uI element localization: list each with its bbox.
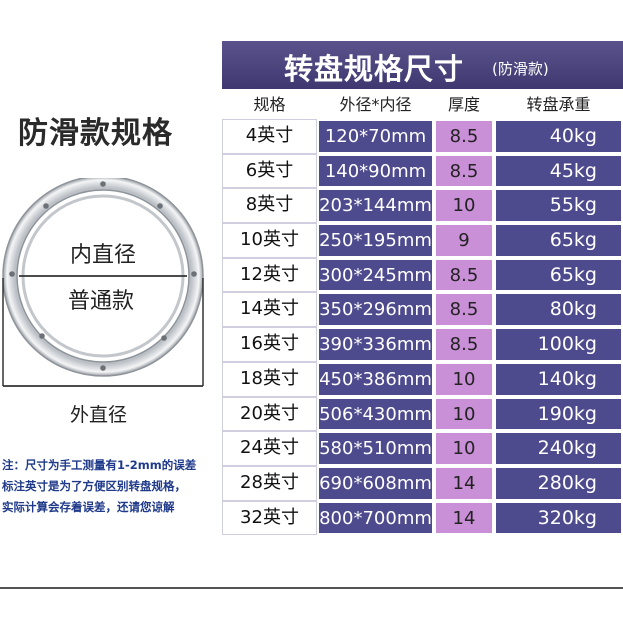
cell-spec: 24英寸 [222, 431, 317, 466]
table-row: 28英寸 690*608mm 14 280kg [222, 465, 623, 501]
cell-load: 65kg [494, 257, 623, 293]
table-row: 6英寸 140*90mm 8.5 45kg [222, 153, 623, 189]
cell-thickness: 10 [434, 396, 494, 432]
cell-spec: 28英寸 [222, 465, 317, 501]
table-body: 4英寸 120*70mm 8.5 40kg 6英寸 140*90mm 8.5 45kg 8英寸 2… [222, 119, 623, 536]
cell-thickness: 8.5 [434, 119, 494, 154]
cell-spec: 14英寸 [222, 292, 317, 328]
cell-diameter: 580*510mm [317, 431, 434, 466]
cell-diameter: 203*144mm [317, 188, 434, 224]
cell-load: 140kg [494, 361, 623, 397]
cell-spec: 16英寸 [222, 327, 317, 362]
table-row: 32英寸 800*700mm 14 320kg [222, 500, 623, 536]
col-header-load: 转盘承重 [494, 89, 623, 119]
table-row: 18英寸 450*386mm 10 140kg [222, 361, 623, 397]
screw-holes [9, 181, 197, 371]
cell-load: 190kg [494, 396, 623, 432]
cell-load: 280kg [494, 465, 623, 501]
cell-thickness: 8.5 [434, 257, 494, 293]
inner-diameter-label: 内直径 [70, 243, 137, 268]
cell-thickness: 10 [434, 361, 494, 397]
cell-diameter: 350*296mm [317, 292, 434, 328]
cell-thickness: 8.5 [434, 153, 494, 189]
turntable-ring-diagram [2, 178, 204, 387]
cell-diameter: 800*700mm [317, 500, 434, 536]
table-row: 4英寸 120*70mm 8.5 40kg [222, 119, 623, 154]
table-row: 20英寸 506*430mm 10 190kg [222, 396, 623, 432]
cell-spec: 6英寸 [222, 153, 317, 189]
cell-diameter: 250*195mm [317, 223, 434, 258]
cell-load: 65kg [494, 223, 623, 258]
spec-table: 转盘规格尺寸 (防滑款) 规格 外径*内径 厚度 转盘承重 4英寸 120*70m… [222, 41, 623, 536]
cell-diameter: 120*70mm [317, 119, 434, 154]
cell-spec: 32英寸 [222, 500, 317, 536]
cell-thickness: 9 [434, 223, 494, 258]
col-header-spec: 规格 [222, 89, 317, 119]
table-header-banner: 转盘规格尺寸 (防滑款) [222, 41, 623, 89]
col-header-diameter: 外径*内径 [317, 89, 434, 119]
divider [0, 587, 623, 589]
cell-thickness: 8.5 [434, 327, 494, 362]
cell-diameter: 690*608mm [317, 465, 434, 501]
cell-spec: 18英寸 [222, 361, 317, 397]
cell-spec: 10英寸 [222, 223, 317, 258]
cell-load: 240kg [494, 431, 623, 466]
outer-diameter-label: 外直径 [70, 404, 128, 426]
cell-load: 320kg [494, 500, 623, 536]
cell-spec: 20英寸 [222, 396, 317, 432]
column-headers: 规格 外径*内径 厚度 转盘承重 [222, 89, 623, 119]
cell-spec: 8英寸 [222, 188, 317, 224]
cell-diameter: 300*245mm [317, 257, 434, 293]
cell-load: 100kg [494, 327, 623, 362]
cell-load: 45kg [494, 153, 623, 189]
table-row: 16英寸 390*336mm 8.5 100kg [222, 327, 623, 362]
cell-spec: 4英寸 [222, 119, 317, 154]
cell-thickness: 14 [434, 500, 494, 536]
cell-thickness: 14 [434, 465, 494, 501]
table-subtitle: (防滑款) [492, 60, 549, 78]
cell-diameter: 390*336mm [317, 327, 434, 362]
cell-diameter: 506*430mm [317, 396, 434, 432]
cell-diameter: 140*90mm [317, 153, 434, 189]
note-line: 实际计算会存着误差，还请您谅解 [2, 500, 175, 514]
table-row: 12英寸 300*245mm 8.5 65kg [222, 257, 623, 293]
cell-thickness: 10 [434, 431, 494, 466]
table-row: 8英寸 203*144mm 10 55kg [222, 188, 623, 224]
note-line: 标注英寸是为了方便区别转盘规格， [2, 479, 186, 493]
cell-diameter: 450*386mm [317, 361, 434, 397]
table-row: 10英寸 250*195mm 9 65kg [222, 223, 623, 258]
cell-load: 40kg [494, 119, 623, 154]
table-title: 转盘规格尺寸 [284, 52, 465, 86]
col-header-thickness: 厚度 [434, 89, 494, 119]
section-title: 防滑款规格 [18, 116, 173, 151]
table-row: 14英寸 350*296mm 8.5 80kg [222, 292, 623, 328]
cell-load: 80kg [494, 292, 623, 328]
measurement-note: 注：尺寸为手工测量有1-2mm的误差 标注英寸是为了方便区别转盘规格， 实际计算… [2, 455, 217, 518]
cell-spec: 12英寸 [222, 257, 317, 293]
table-row: 24英寸 580*510mm 10 240kg [222, 431, 623, 466]
cell-thickness: 8.5 [434, 292, 494, 328]
note-line: 注：尺寸为手工测量有1-2mm的误差 [2, 458, 197, 472]
cell-thickness: 10 [434, 188, 494, 224]
cell-load: 55kg [494, 188, 623, 224]
normal-model-label: 普通款 [68, 289, 135, 314]
